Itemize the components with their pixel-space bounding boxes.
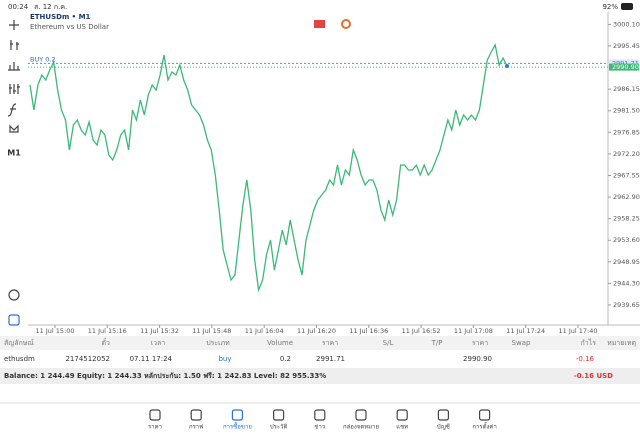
status-date: ส. 12 ก.ค. xyxy=(34,3,67,11)
table-cell: 2174512052 xyxy=(65,355,110,363)
nav-label[interactable]: ราคา xyxy=(148,424,162,431)
x-tick-label: 11 Jul 16:20 xyxy=(297,327,336,335)
table-cell: -0.16 xyxy=(576,355,595,363)
table-cell: buy xyxy=(218,355,231,363)
symbol: ETHUSDm • M1 xyxy=(30,13,91,21)
function-icon[interactable] xyxy=(7,103,17,117)
y-tick-label: 2939.65 xyxy=(613,301,640,309)
y-tick-label: 2976.85 xyxy=(613,128,640,136)
indicators-icon[interactable] xyxy=(9,84,20,94)
table-header: สัญลักษณ์ xyxy=(4,339,34,347)
buy-label: BUY 0.2 xyxy=(30,55,56,63)
table-header: S/L xyxy=(383,339,394,347)
candles-icon[interactable] xyxy=(10,40,19,50)
battery-icon xyxy=(621,3,633,10)
x-tick-label: 11 Jul 15:16 xyxy=(88,327,127,335)
nav-icon[interactable] xyxy=(355,409,367,421)
y-tick-label: 2958.25 xyxy=(613,215,640,223)
flag-icon xyxy=(314,20,325,28)
x-tick-label: 11 Jul 17:24 xyxy=(506,327,545,335)
nav-icon[interactable] xyxy=(149,409,161,421)
x-tick-label: 11 Jul 16:04 xyxy=(245,327,284,335)
table-cell: 2990.90 xyxy=(463,355,492,363)
balance-currency: USD xyxy=(596,372,613,380)
nav-icon[interactable] xyxy=(396,409,408,421)
y-tick-label: 2962.90 xyxy=(613,193,640,201)
x-tick-label: 11 Jul 17:08 xyxy=(454,327,493,335)
x-tick-label: 11 Jul 16:36 xyxy=(349,327,388,335)
buy-price-tag xyxy=(609,59,639,67)
table-header: กำไร xyxy=(581,338,597,347)
x-tick-label: 11 Jul 17:40 xyxy=(559,327,598,335)
x-tick-label: 11 Jul 15:48 xyxy=(192,327,231,335)
current-price-label: 2990.90 xyxy=(612,63,639,71)
table-header: T/P xyxy=(431,339,443,347)
nav-label[interactable]: การตั้งค่า xyxy=(472,421,496,431)
table-header: ราคา xyxy=(472,339,488,347)
table-cell: 07.11 17:24 xyxy=(130,355,173,363)
y-tick-label: 2981.50 xyxy=(613,107,640,115)
table-cell: ethusdm xyxy=(4,355,35,363)
timeframe[interactable]: M1 xyxy=(7,149,21,158)
y-tick-label: 2986.15 xyxy=(613,85,640,93)
balance-text: Balance: 1 244.49 Equity: 1 244.33 หลักป… xyxy=(4,372,326,380)
y-tick-label: 2953.60 xyxy=(613,236,640,244)
logo-icon xyxy=(341,19,351,29)
table-cell: 0.2 xyxy=(280,355,291,363)
table-cell: 2991.71 xyxy=(316,355,345,363)
zoom-icon[interactable] xyxy=(8,289,20,301)
buy-price-label: 2991.71 xyxy=(612,59,639,67)
table-header: เวลา xyxy=(151,339,166,347)
status-time: 00:24 xyxy=(8,3,29,11)
y-tick-label: 2948.95 xyxy=(613,258,640,266)
nav-label[interactable]: แชท xyxy=(396,424,408,431)
table-header-bg xyxy=(0,336,640,350)
bars-icon[interactable] xyxy=(8,62,20,71)
sidebar xyxy=(7,20,20,326)
battery-text: 92% xyxy=(602,3,618,11)
nav-icon[interactable] xyxy=(190,409,202,421)
table-header: ราคา xyxy=(322,339,338,347)
symbol-description: Ethereum vs US Dollar xyxy=(30,23,109,31)
nav-icon[interactable] xyxy=(231,409,243,421)
table-header: Swap xyxy=(512,339,531,347)
nav-icon[interactable] xyxy=(273,409,285,421)
table-header: ประเภท xyxy=(206,339,230,347)
table-header: ตั๋ว xyxy=(102,338,111,347)
nav-label[interactable]: กราฟ xyxy=(189,424,203,431)
table-header: หมายเหตุ xyxy=(607,339,636,347)
current-price-tag xyxy=(609,63,639,71)
table-header: Volume xyxy=(267,339,293,347)
last-price-dot xyxy=(505,63,509,68)
balance-bg xyxy=(0,368,640,384)
nav-label[interactable]: บัญชี xyxy=(437,423,450,431)
nav-label[interactable]: การซื้อขาย xyxy=(223,421,252,431)
trade-icon[interactable] xyxy=(8,314,20,326)
x-tick-label: 11 Jul 16:52 xyxy=(402,327,441,335)
nav-label[interactable]: ประวัติ xyxy=(270,424,288,431)
balance-profit: -0.16 xyxy=(574,372,594,380)
y-tick-label: 2972.20 xyxy=(613,150,640,158)
y-tick-label: 3000.10 xyxy=(613,20,640,28)
y-tick-label: 2967.55 xyxy=(613,171,640,179)
x-tick-label: 11 Jul 15:32 xyxy=(140,327,179,335)
nav-label[interactable]: กล่องจดหมาย xyxy=(343,424,379,431)
nav-icon[interactable] xyxy=(314,409,326,421)
crosshair-icon[interactable] xyxy=(9,20,19,30)
x-tick-label: 11 Jul 15:00 xyxy=(36,327,75,335)
nav-icon[interactable] xyxy=(479,409,491,421)
nav-label[interactable]: ข่าว xyxy=(314,424,325,431)
price-line xyxy=(29,43,508,293)
objects-icon[interactable] xyxy=(9,124,19,133)
y-tick-label: 2995.45 xyxy=(613,42,640,50)
nav-icon[interactable] xyxy=(437,409,449,421)
y-tick-label: 2944.30 xyxy=(613,279,640,287)
